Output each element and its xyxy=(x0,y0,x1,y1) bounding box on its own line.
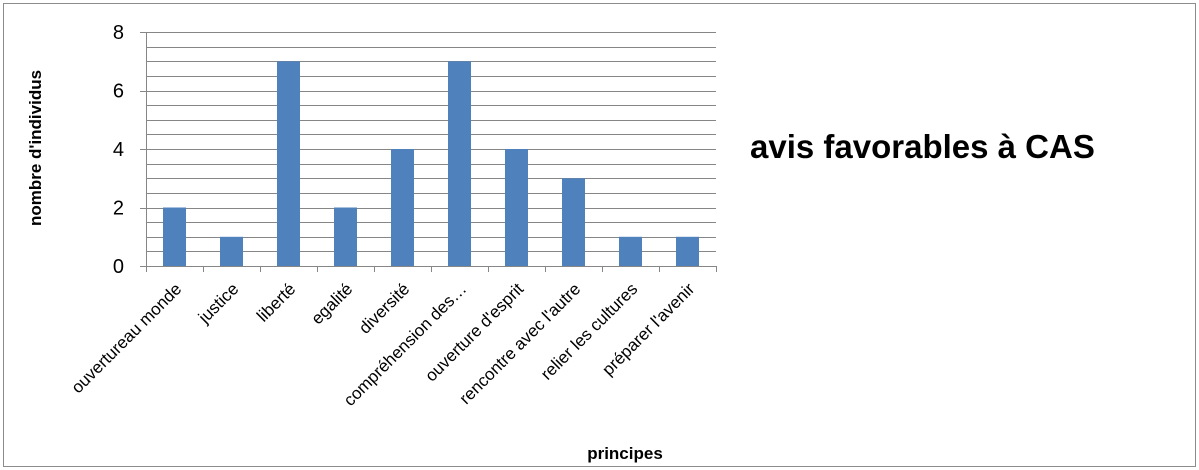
y-tick-label: 8 xyxy=(113,22,124,44)
x-tick-label: diversité xyxy=(355,279,413,337)
x-tick-label: ouverture d'esprit xyxy=(421,279,527,385)
y-tick-label: 0 xyxy=(113,256,124,278)
bar xyxy=(391,149,414,266)
y-tick-label: 6 xyxy=(113,81,124,103)
y-axis-title: nombre d'individus xyxy=(26,70,45,226)
x-tick-label: relier les cultures xyxy=(537,279,641,383)
x-tick-labels: ouvertureau monde justice liberté egalitédi… xyxy=(68,279,699,410)
axes xyxy=(140,32,717,272)
bar xyxy=(448,61,471,267)
x-tick-label: justice xyxy=(194,279,242,327)
x-tick-label: liberté xyxy=(253,279,299,325)
bar xyxy=(562,178,585,267)
bar xyxy=(676,236,699,267)
bar xyxy=(277,61,300,267)
x-tick-label: egalité xyxy=(307,279,356,328)
chart-title: avis favorables à CAS xyxy=(750,128,1095,165)
bar xyxy=(334,207,357,266)
bar xyxy=(619,236,642,267)
x-axis-title: principes xyxy=(587,444,663,463)
bars xyxy=(163,61,699,267)
y-tick-labels: 0 2 4 6 8 xyxy=(113,22,124,278)
gridlines xyxy=(146,32,716,252)
chart-frame xyxy=(3,3,1196,467)
bar xyxy=(505,149,528,266)
x-tick-label: ouvertureau monde xyxy=(68,279,186,397)
y-tick-label: 4 xyxy=(113,139,124,161)
bar xyxy=(220,236,243,267)
y-tick-label: 2 xyxy=(113,198,124,220)
bar xyxy=(163,207,186,266)
